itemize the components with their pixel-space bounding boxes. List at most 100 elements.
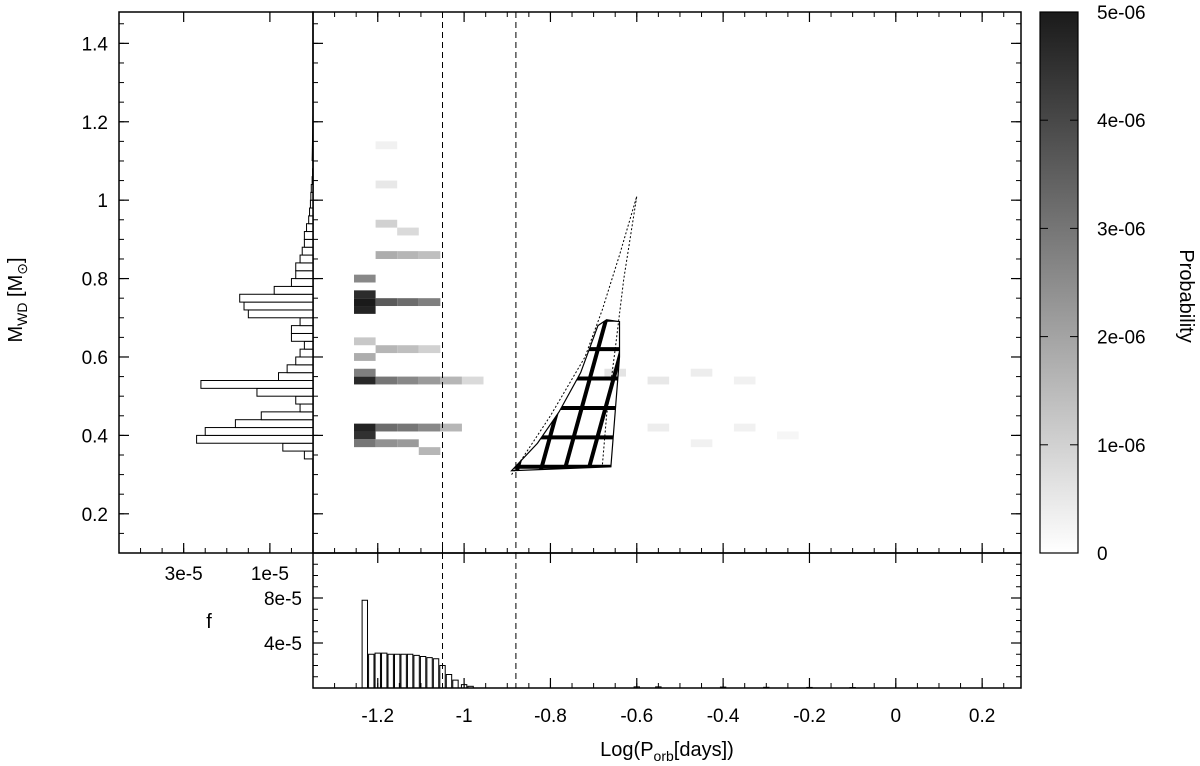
heatmap-cell [354,274,376,283]
mass-histogram-bar [200,380,314,389]
mass-histogram-bar [295,395,314,405]
y-tick-label: 1.4 [82,34,109,55]
heatmap-cell [375,376,398,385]
heatmap-cell [375,439,398,448]
mass-histogram-bar [303,231,314,240]
bottom-y-tick-label: 8e-5 [264,589,302,610]
hatch-line [632,310,679,482]
heatmap-cell [647,376,670,385]
colorbar-tick-label: 4e-06 [1097,111,1146,132]
colorbar-ticks: 0 1e-06 2e-06 3e-06 4e-06 5e-06 [1040,3,1146,565]
y-tick-label: 0.6 [82,348,108,369]
colorbar-tick-label: 1e-06 [1097,436,1146,457]
mass-histogram-bar [299,348,314,358]
heatmap-cell [354,423,376,432]
x-tick-label: -0.6 [620,706,653,727]
hatch-grid [511,310,703,482]
x-tick-label: 0 [891,706,902,727]
heatmap-cell [418,376,441,385]
heatmap-cell [375,219,398,228]
period-histogram-bar [381,652,388,688]
heatmap-cell [354,337,376,346]
y-tick-label: 0.2 [82,505,108,526]
mass-histogram-bar [290,325,314,334]
left-x-tick-label: 3e-5 [165,564,203,585]
heatmap-cell [690,368,713,377]
period-histogram-bar [361,599,369,688]
left-x-tick-label: 1e-5 [251,564,289,585]
left-plot-frame [118,11,314,554]
heatmap-cell [397,251,419,259]
heatmap-cell [354,298,376,307]
dotted-curve [511,196,638,475]
colorbar: 0 1e-06 2e-06 3e-06 4e-06 5e-06 Probability [1039,3,1197,565]
mass-histogram-bar [273,285,314,295]
left-histogram-ticks: 3e-5 1e-5 [118,12,314,585]
period-histogram-bar [432,658,440,688]
mass-histogram-bar [204,427,314,436]
hatch-line [535,319,587,471]
mass-histogram-bar [247,309,314,319]
heatmap-cell [354,439,376,448]
period-histogram-bar [445,674,453,688]
colorbar-tick-label: 2e-06 [1097,328,1146,349]
x-axis-label: Log(Porb[days]) [600,739,734,764]
mass-histogram-bar [303,238,314,248]
mass-histogram-bar [303,450,314,460]
mass-histogram-bar [260,411,314,421]
hatch-line [656,310,703,482]
period-histogram-bar [374,652,381,688]
period-histogram-bar [467,685,474,688]
mass-histogram-bar [295,356,314,366]
heatmap-cell [397,227,419,236]
heatmap-cell [690,439,713,448]
hatched-region-outline [510,319,621,472]
heatmap-cell [418,447,441,455]
heatmap-cell [397,423,419,432]
heatmap-cell [733,423,756,432]
mass-histogram-bar [282,442,314,452]
heatmap-cell [354,431,376,440]
period-histogram-bar [368,653,375,688]
mass-histogram-bar [295,262,314,272]
x-axis-ticks [312,12,1005,553]
period-histogram-bar [413,654,420,688]
heatmap-cell [354,368,376,377]
heatmap-cell [375,141,398,150]
colorbar-gradient [1040,12,1078,553]
y-axis-ticks: 0.2 0.4 0.6 0.8 1 1.2 1.4 [82,23,1021,554]
x-tick-label: -1.2 [361,706,394,727]
period-histogram-bars [361,599,856,688]
period-histogram-bar [400,653,407,688]
heatmap-cell [777,431,799,440]
mass-histogram-bar [301,246,314,256]
main-heatmap-panel: 0.2 0.4 0.6 0.8 1 1.2 1.4 [82,11,1022,554]
mass-histogram-bar [299,403,314,413]
hatch-line [511,319,516,471]
hatch-line [559,319,611,471]
heatmap-cell [733,376,756,385]
x-tick-label: -1 [456,706,473,727]
heatmap-cell [397,439,419,448]
colorbar-tick-label: 5e-06 [1097,3,1146,24]
x-tick-label: -0.2 [793,706,826,727]
colorbar-tick-label: 3e-06 [1097,219,1146,240]
period-histogram-bar [393,653,401,688]
y-tick-label: 1 [97,191,108,212]
mass-histogram-bar [234,419,314,429]
period-histogram-bar [426,657,433,688]
mass-histogram-bar [256,387,314,397]
dashed-period-lines [442,12,517,553]
heatmap-cell [375,180,398,189]
heatmap-cell [375,251,398,259]
heatmap-cell [461,376,484,385]
period-histogram-bar [406,653,414,688]
colorbar-label: Probability [1175,249,1197,342]
heatmap-cell [354,353,376,361]
heatmap-cell [354,306,376,314]
x-tick-label: 0.2 [969,706,995,727]
colorbar-frame [1039,11,1079,554]
heatmap-cell [354,376,376,385]
heatmap-cell [375,298,398,307]
mass-histogram-bar [243,301,314,311]
